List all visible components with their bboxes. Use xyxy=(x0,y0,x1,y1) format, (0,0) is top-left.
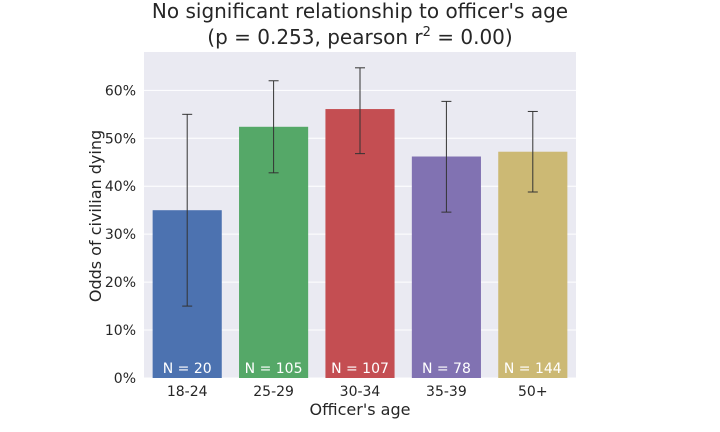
x-tick-label: 18-24 xyxy=(167,384,208,400)
count-label: N = 144 xyxy=(504,361,562,377)
x-tick-label: 30-34 xyxy=(340,384,381,400)
count-label: N = 107 xyxy=(331,361,389,377)
error-bar-25-29 xyxy=(268,80,279,174)
error-bar-35-39 xyxy=(441,100,452,213)
title-pre: (p = 0.253, pearson r xyxy=(207,25,423,49)
error-bar-18-24 xyxy=(182,113,193,307)
title-post: = 0.00) xyxy=(431,25,513,49)
count-label: N = 78 xyxy=(422,361,471,377)
x-axis-label: Officer's age xyxy=(310,400,411,419)
error-bar-50+ xyxy=(527,110,538,193)
x-tick-label: 25-29 xyxy=(253,384,294,400)
chart-title-line-1: No significant relationship to officer's… xyxy=(152,0,568,23)
count-label: N = 20 xyxy=(163,361,212,377)
count-label: N = 105 xyxy=(245,361,303,377)
x-tick-label: 35-39 xyxy=(426,384,467,400)
x-tick-labels: 18-24 25-29 30-34 35-39 50+ xyxy=(167,384,548,400)
y-tick-labels: 0% 10% 20% 30% 40% 50% 60% xyxy=(105,83,136,387)
chart-title-line-2: (p = 0.253, pearson r2 = 0.00) xyxy=(207,25,512,49)
y-tick-label: 40% xyxy=(105,179,136,195)
y-tick-label: 20% xyxy=(105,275,136,291)
y-tick-label: 0% xyxy=(114,371,136,387)
count-labels: N = 20 N = 105 N = 107 N = 78 N = 144 xyxy=(163,361,562,377)
y-tick-label: 30% xyxy=(105,227,136,243)
x-tick-label: 50+ xyxy=(518,384,548,400)
error-bar-30-34 xyxy=(355,67,365,155)
title-superscript: 2 xyxy=(423,25,431,40)
error-bars xyxy=(182,67,538,307)
y-tick-label: 60% xyxy=(105,83,136,99)
y-axis-label: Odds of civilian dying xyxy=(86,130,105,302)
y-tick-label: 50% xyxy=(105,131,136,147)
y-tick-label: 10% xyxy=(105,323,136,339)
